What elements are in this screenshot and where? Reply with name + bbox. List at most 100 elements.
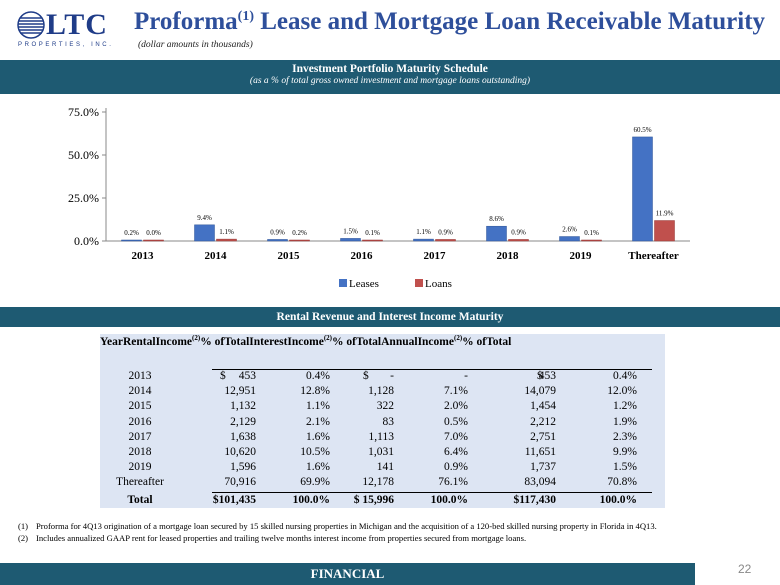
cell-rental-pct: 2.1% [306,415,330,428]
data-label: 0.9% [511,228,526,236]
cell-interest-pct: - [464,370,468,382]
col-header-pct1: % of [200,335,225,348]
bar-loans [581,239,602,242]
x-tick-label: 2013 [132,250,155,262]
data-label: 0.9% [438,228,453,236]
data-label: 1.5% [343,227,358,235]
cell-annual: 14,079 [524,385,556,398]
cell-total-rental-pct: 100.0% [292,493,330,506]
y-tick-label: 75.0% [68,105,99,119]
data-label: 8.6% [489,215,504,223]
footnote-number: (1) [18,521,29,531]
cell-total-interest: $ 15,996 [353,493,394,506]
bar-leases [486,225,507,242]
logo-subtext: PROPERTIES, INC. [18,42,114,48]
table-row: 2014 12,951 12.8% 1,128 7.1% 14,079 12.0% [100,385,665,400]
cell-rental-pct: 10.5% [300,445,330,458]
cell-interest-pct: 76.1% [438,476,468,489]
table-row: 2017 1,638 1.6% 1,113 7.0% 2,751 2.3% [100,431,665,446]
cell-total-annual-pct: 100.0% [599,493,637,506]
cell-interest-pct: 2.0% [444,400,468,413]
cell-year: 2019 [128,461,152,474]
cell-interest-pct: 6.4% [444,445,468,458]
legend-label-leases: Leases [349,278,379,290]
bar-leases [267,239,288,242]
footer-label: FINANCIAL [310,566,385,581]
company-logo: LTC PROPERTIES, INC. [16,8,120,50]
col-header-annual-footnote: (2) [453,334,463,342]
cell-rental-pct: 1.6% [306,430,330,443]
cell-year: 2014 [128,385,152,398]
x-tick-label: 2014 [205,250,228,262]
cell-annual-currency: $ [537,370,543,382]
cell-total-interest-pct: 100.0% [430,493,468,506]
x-tick-label: 2016 [351,250,374,262]
header-rule [212,369,652,370]
cell-annual-pct: 70.8% [607,476,637,489]
cell-annual-pct: 9.9% [613,445,637,458]
cell-rental-pct: 0.4% [306,370,330,382]
section-header-portfolio: Investment Portfolio Maturity Schedule (… [0,60,780,94]
col-header-pct3: % of [462,335,487,348]
bar-leases [559,236,580,242]
col-header-interest-footnote: (2) [323,334,333,342]
income-maturity-table: YearRentalIncome(2)% ofTotalInterestInco… [100,334,665,508]
data-label: 1.1% [219,228,234,236]
table-header: YearRentalIncome(2)% ofTotalInterestInco… [100,334,665,370]
col-header-annual-income-text: Income [417,335,454,348]
cell-rental: 12,951 [224,385,256,398]
bar-loans [435,239,456,242]
col-header-year: Year [100,335,123,348]
cell-rental: 1,638 [230,430,256,443]
cell-interest-pct: 0.9% [444,461,468,474]
y-tick-label: 0.0% [74,234,99,248]
bar-loans [143,239,164,242]
cell-rental: 1,132 [230,400,256,413]
cell-rental: 1,596 [230,461,256,474]
cell-rental: 2,129 [230,415,256,428]
col-header-rental-income: Income(2) [155,334,201,348]
cell-rental-pct: 1.6% [306,461,330,474]
data-label: 0.9% [270,228,285,236]
col-header-interest-income: Income(2) [287,334,333,348]
bar-leases [194,224,215,242]
data-label: 2.6% [562,226,577,234]
legend-swatch-loans [415,279,423,287]
cell-interest: 322 [376,400,394,413]
page-subtitle: (dollar amounts in thousands) [138,40,253,50]
data-label: 0.1% [365,229,380,237]
col-header-rental-income-text: Income [155,335,193,348]
y-tick-label: 25.0% [68,191,99,205]
table-row: 2016 2,129 2.1% 83 0.5% 2,212 1.9% [100,416,665,431]
bar-loans [216,238,237,242]
col-header-rental-footnote: (2) [192,334,201,342]
x-tick-label: 2015 [278,250,301,262]
bar-leases [121,239,142,242]
cell-interest-pct: 7.1% [444,385,468,398]
col-header-pct1-total: Total [224,335,250,348]
logo-text: LTC [46,8,108,41]
col-header-annual-income: Income(2) [417,334,463,348]
bar-loans [362,239,383,242]
col-header-pct2-total: Total [355,335,382,348]
cell-interest: 1,113 [368,430,394,443]
data-label: 0.2% [124,229,139,237]
cell-total-rental: $101,435 [212,493,256,506]
cell-interest-pct: 0.5% [444,415,468,428]
cell-annual: 2,212 [530,415,556,428]
table-row: 2013 $453 0.4% $ - - $453 0.4% [100,370,665,385]
legend-swatch-leases [339,279,347,287]
cell-annual-pct: 1.5% [613,461,637,474]
section-title: Investment Portfolio Maturity Schedule [292,63,488,75]
footer-bar: FINANCIAL [0,563,695,585]
table-row: Thereafter 70,916 69.9% 12,178 76.1% 83,094 70… [100,476,665,491]
total-rule [212,491,652,493]
legend-label-loans: Loans [425,278,452,290]
data-label: 1.1% [416,228,431,236]
cell-rental: 70,916 [224,476,256,489]
globe-logo-icon [17,11,45,39]
col-header-rental: Rental [123,335,156,348]
cell-rental-pct: 12.8% [300,385,330,398]
footnote-number: (2) [18,533,29,543]
section-header-income: Rental Revenue and Interest Income Matur… [0,307,780,327]
